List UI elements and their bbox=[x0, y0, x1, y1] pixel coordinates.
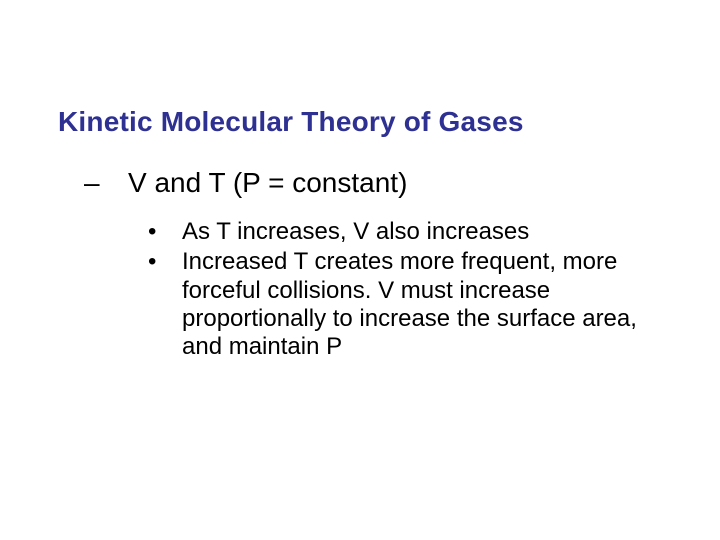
slide-title: Kinetic Molecular Theory of Gases bbox=[58, 106, 524, 138]
list-item: • Increased T creates more frequent, mor… bbox=[148, 248, 658, 361]
bullet-text: Increased T creates more frequent, more … bbox=[182, 248, 658, 361]
subheading-text: V and T (P = constant) bbox=[128, 168, 407, 199]
bullet-text: As T increases, V also increases bbox=[182, 218, 529, 246]
dash-marker: – bbox=[84, 168, 128, 199]
bullet-list: • As T increases, V also increases • Inc… bbox=[148, 218, 658, 364]
bullet-icon: • bbox=[148, 248, 182, 276]
bullet-icon: • bbox=[148, 218, 182, 246]
list-item: • As T increases, V also increases bbox=[148, 218, 658, 246]
subheading-row: – V and T (P = constant) bbox=[84, 168, 407, 199]
slide: Kinetic Molecular Theory of Gases – V an… bbox=[0, 0, 720, 540]
